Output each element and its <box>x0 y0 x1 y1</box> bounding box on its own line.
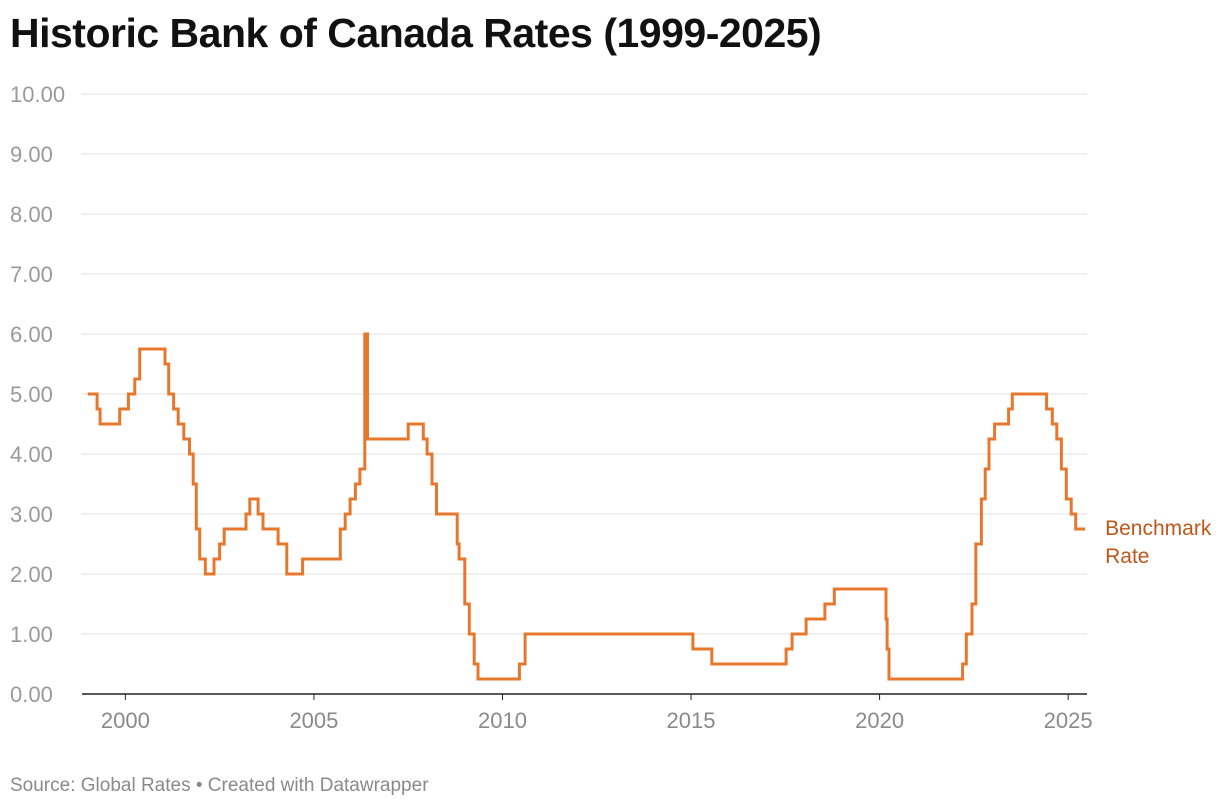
y-tick-label: 0.00 <box>10 682 53 707</box>
series-line <box>87 332 1086 681</box>
source-note: Source: Global Rates • Created with Data… <box>10 775 429 796</box>
y-tick-label: 10.00 <box>10 82 65 107</box>
y-tick-label: 9.00 <box>10 142 53 167</box>
x-tick-label: 2025 <box>1044 708 1093 733</box>
x-tick-label: 2000 <box>101 708 150 733</box>
y-tick-label: 5.00 <box>10 382 53 407</box>
y-axis: 0.00 1.00 2.00 3.00 4.00 5.00 6.00 7.00 8.00 9.00… <box>10 82 65 707</box>
gridlines <box>82 93 1087 695</box>
series-label: Benchmark Rate <box>1105 517 1212 568</box>
y-tick-label: 7.00 <box>10 262 53 287</box>
chart-title: Historic Bank of Canada Rates (1999-2025… <box>10 10 822 56</box>
line-chart: 0.00 1.00 2.00 3.00 4.00 5.00 6.00 7.00 8.00 9.00… <box>10 82 1212 733</box>
x-tick-label: 2005 <box>289 708 338 733</box>
x-tick-label: 2020 <box>855 708 904 733</box>
series-labels: Benchmark Rate <box>1105 517 1212 568</box>
x-tick-label: 2015 <box>667 708 716 733</box>
y-tick-label: 8.00 <box>10 202 53 227</box>
y-tick-label: 1.00 <box>10 622 53 647</box>
y-tick-label: 6.00 <box>10 322 53 347</box>
series-lines <box>87 332 1086 681</box>
x-axis: 2000 2005 2010 2015 2020 2025 <box>101 694 1093 733</box>
y-tick-label: 3.00 <box>10 502 53 527</box>
y-tick-label: 2.00 <box>10 562 53 587</box>
y-tick-label: 4.00 <box>10 442 53 467</box>
x-tick-label: 2010 <box>478 708 527 733</box>
